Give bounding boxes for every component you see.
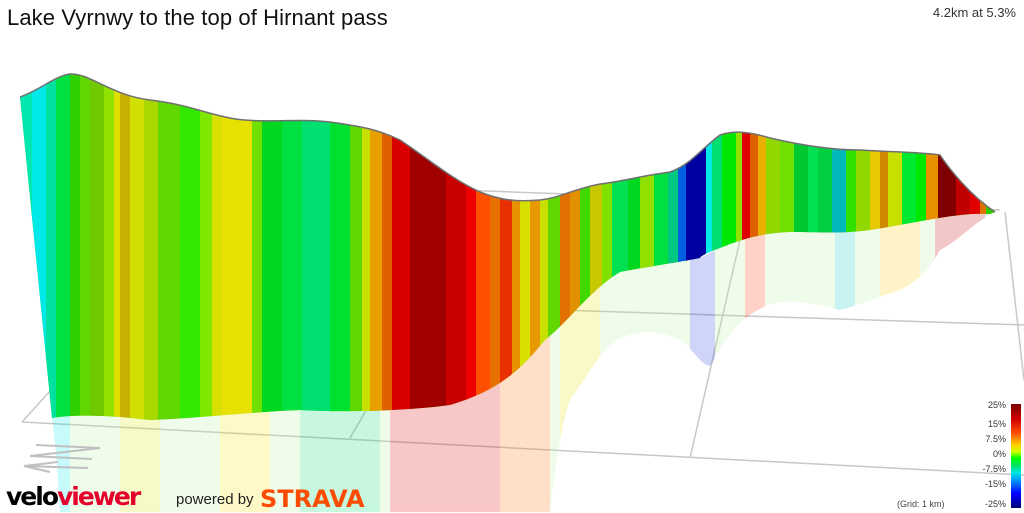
distance-gradient-summary: 4.2km at 5.3% [932, 5, 1016, 20]
powered-by-text: powered by [176, 491, 254, 508]
strava-logo[interactable]: STRAVA [260, 485, 365, 513]
veloviewer-logo[interactable]: velo viewer [6, 482, 141, 511]
page-title: Lake Vyrnwy to the top of Hirnant pass [7, 5, 388, 30]
profile-outline [19, 73, 996, 213]
logo-viewer-text: viewer [57, 482, 141, 511]
logo-velo-text: velo [6, 482, 59, 511]
axis-indicator-icon [23, 444, 101, 473]
